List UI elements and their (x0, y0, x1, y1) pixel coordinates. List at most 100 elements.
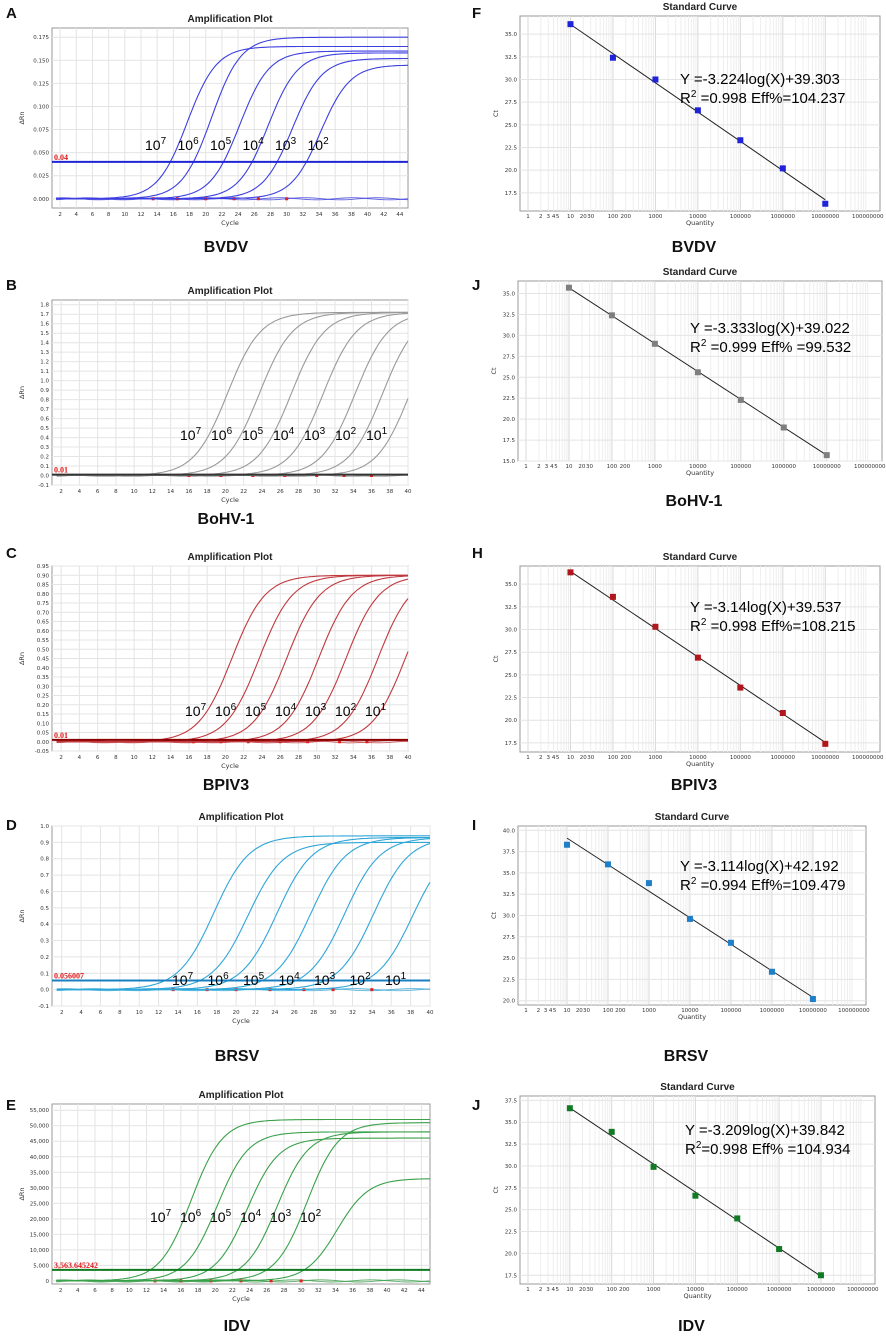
regression-equation: Y =-3.14log(X)+39.537 (690, 599, 842, 616)
r-superscript: 2 (696, 1140, 702, 1151)
y-tick-label: 30.0 (503, 914, 516, 920)
y-tick-label: -0.05 (35, 749, 50, 755)
x-tick-label: 38 (407, 1010, 414, 1016)
x-tick-label: 32 (331, 755, 338, 761)
virus-name: BPIV3 (203, 777, 249, 794)
y-tick-label: 0.075 (33, 128, 49, 134)
plot-title: Amplification Plot (188, 14, 274, 25)
x-tick-label: 200 (615, 1008, 626, 1014)
regression-equation: Y =-3.114log(X)+42.192 (680, 858, 839, 875)
standard-point (650, 1163, 657, 1170)
concentration-label: 107 (185, 702, 207, 719)
x-tick-label: 20 (580, 755, 587, 761)
x-tick-label: 20 (222, 755, 229, 761)
virus-name: BVDV (672, 239, 717, 256)
x-tick-label: 10 (565, 464, 572, 470)
concentration-base: 10 (210, 137, 226, 153)
y-tick-label: 32.5 (505, 605, 518, 611)
panel-letter: B (6, 277, 17, 294)
concentration-exponent: 6 (227, 426, 233, 437)
x-tick-label: 100 (606, 1287, 617, 1293)
standard-point (817, 1272, 824, 1279)
x-tick-label: 1000000 (771, 755, 796, 761)
y-axis-title: Ct (490, 367, 498, 375)
amplification-curve-10e1 (56, 651, 409, 743)
x-tick-label: 1000000 (760, 1008, 785, 1014)
x-tick-label: 24 (258, 755, 265, 761)
x-tick-label: 6 (93, 1288, 97, 1294)
x-tick-label: 1000000 (771, 214, 796, 220)
ct-marker (331, 988, 335, 992)
y-tick-label: -0.1 (38, 1004, 49, 1010)
y-tick-label: -0.1 (38, 483, 49, 489)
panel-letter: H (472, 545, 483, 562)
standard-point (694, 654, 701, 661)
standard-point (694, 107, 701, 114)
y-tick-label: 1.2 (40, 360, 49, 366)
x-tick-label: 12 (143, 1288, 150, 1294)
virus-name: BRSV (664, 1048, 709, 1065)
regression-equation: Y =-3.209log(X)+39.842 (685, 1122, 845, 1139)
concentration-label: 101 (365, 702, 387, 719)
x-tick-label: 5 (556, 1287, 560, 1293)
x-tick-label: 2 (59, 489, 63, 495)
standard-point (645, 880, 652, 887)
concentration-label: 107 (172, 971, 194, 988)
plot-title: Amplification Plot (199, 1090, 285, 1101)
x-tick-label: 12 (149, 489, 156, 495)
x-tick-label: 100000 (727, 1287, 748, 1293)
x-tick-label: 2 (539, 214, 543, 220)
plot-title: Standard Curve (663, 552, 738, 563)
y-tick-label: 0.40 (37, 666, 50, 672)
standard-point (737, 684, 744, 691)
y-tick-label: 25.0 (505, 1208, 518, 1214)
x-tick-label: 30 (587, 755, 594, 761)
r-squared-efficiency: R2 =0.999 Eff% =99.532 (690, 338, 851, 356)
x-tick-label: 10 (131, 489, 138, 495)
x-tick-label: 10000 (689, 755, 707, 761)
y-tick-label: 0.55 (37, 638, 50, 644)
x-tick-label: 100000000 (838, 1008, 870, 1014)
concentration-base: 10 (366, 427, 382, 443)
concentration-base: 10 (275, 703, 291, 719)
panel-letter: C (6, 545, 17, 562)
y-tick-label: 0.0 (40, 988, 49, 994)
concentration-base: 10 (185, 703, 201, 719)
x-tick-label: 44 (396, 212, 403, 218)
x-axis-title: Cycle (232, 1295, 250, 1303)
x-tick-label: 4 (551, 1287, 555, 1293)
x-tick-label: 4 (78, 755, 82, 761)
concentration-base: 10 (335, 703, 351, 719)
concentration-base: 10 (243, 972, 259, 988)
x-tick-label: 100000000 (854, 464, 886, 470)
x-tick-label: 8 (114, 755, 118, 761)
concentration-label: 105 (243, 971, 265, 988)
y-tick-label: 22.5 (503, 977, 516, 983)
r-squared-efficiency: R2 =0.994 Eff%=109.479 (680, 876, 845, 894)
x-tick-label: 10000 (689, 464, 707, 470)
concentration-base: 10 (242, 427, 258, 443)
x-tick-label: 32 (315, 1288, 322, 1294)
x-tick-label: 24 (235, 212, 242, 218)
x-tick-label: 4 (78, 489, 82, 495)
concentration-exponent: 1 (381, 702, 387, 713)
y-tick-label: 30.0 (505, 77, 518, 83)
y-tick-label: 0.85 (37, 583, 50, 589)
concentration-label: 102 (308, 136, 330, 153)
y-tick-label: 0.1 (40, 464, 49, 470)
r-value-efficiency: =0.999 Eff% =99.532 (706, 339, 851, 356)
plot-area (51, 299, 409, 486)
x-tick-label: 10000000 (813, 464, 841, 470)
concentration-base: 10 (308, 137, 324, 153)
plot-title: Standard Curve (663, 2, 738, 13)
x-tick-label: 26 (277, 489, 284, 495)
x-tick-label: 38 (366, 1288, 373, 1294)
y-tick-label: 0.15 (37, 712, 50, 718)
y-tick-label: 27.5 (505, 1186, 518, 1192)
panel-letter: A (6, 5, 17, 22)
standard-point (608, 1128, 615, 1135)
x-tick-label: 36 (332, 212, 339, 218)
r-superscript: 2 (691, 876, 697, 887)
